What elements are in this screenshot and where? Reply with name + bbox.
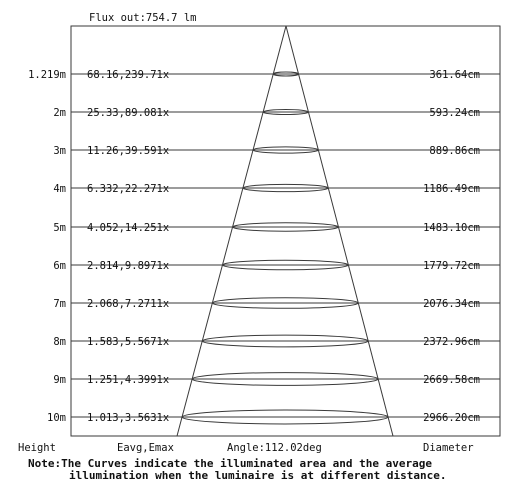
row-diameter-value: 361.64cm xyxy=(429,69,480,81)
row-diameter-value: 889.86cm xyxy=(429,145,480,157)
row-eavg-emax-value: 25.33,89.081x xyxy=(87,107,169,119)
note-line-2: illumination when the luminaire is at di… xyxy=(69,469,447,482)
note-block: Note:The Curves indicate the illuminated… xyxy=(28,458,515,482)
beam-angle-label: Angle:112.02deg xyxy=(227,442,322,454)
illumination-ellipse xyxy=(262,108,309,116)
flux-label: Flux out:754.7 lm xyxy=(89,12,196,24)
illumination-ellipse xyxy=(232,222,339,232)
row-eavg-emax-value: 1.251,4.3991x xyxy=(87,374,169,386)
row-eavg-emax-value: 68.16,239.71x xyxy=(87,69,169,81)
row-diameter-value: 2669.58cm xyxy=(423,374,480,386)
row-height-label: 2m xyxy=(53,107,66,119)
row-height-label: 5m xyxy=(53,222,66,234)
row-diameter-value: 1186.49cm xyxy=(423,183,480,195)
row-height-label: 10m xyxy=(47,412,66,424)
rows-group: 1.219m 68.16,239.71x 361.64cm 2m 25.33,89.08… xyxy=(28,69,500,425)
row-diameter-value: 2966.20cm xyxy=(423,412,480,424)
row-height-label: 6m xyxy=(53,260,66,272)
row-diameter-value: 1483.10cm xyxy=(423,222,480,234)
note-label: Note: xyxy=(28,457,62,470)
illumination-ellipse xyxy=(221,259,349,271)
row-diameter-value: 1779.72cm xyxy=(423,260,480,272)
row-diameter-value: 2076.34cm xyxy=(423,298,480,310)
eavg-emax-column-label: Eavg,Emax xyxy=(117,442,174,454)
diameter-column-label: Diameter xyxy=(423,442,474,454)
note-line-1: The Curves indicate the illuminated area… xyxy=(61,457,432,470)
illumination-ellipse xyxy=(252,146,319,154)
illumination-ellipse xyxy=(201,334,369,348)
row-height-label: 7m xyxy=(53,298,66,310)
height-column-label: Height xyxy=(18,442,56,454)
illumination-ellipse xyxy=(181,409,389,425)
row-eavg-emax-value: 1.583,5.5671x xyxy=(87,336,169,348)
row-height-label: 8m xyxy=(53,336,66,348)
row-eavg-emax-value: 1.013,3.5631x xyxy=(87,412,169,424)
row-eavg-emax-value: 2.068,7.2711x xyxy=(87,298,169,310)
row-height-label: 3m xyxy=(53,145,66,157)
row-height-label: 9m xyxy=(53,374,66,386)
row-height-label: 4m xyxy=(53,183,66,195)
illumination-ellipse xyxy=(211,297,359,309)
illumination-ellipse xyxy=(191,372,379,386)
illumination-ellipse xyxy=(272,71,300,77)
row-height-label: 1.219m xyxy=(28,69,66,81)
row-eavg-emax-value: 11.26,39.591x xyxy=(87,145,169,157)
cone-left-edge xyxy=(176,25,287,437)
row-eavg-emax-value: 2.814,9.8971x xyxy=(87,260,169,272)
row-diameter-value: 2372.96cm xyxy=(423,336,480,348)
cone-right-edge xyxy=(285,25,394,437)
row-eavg-emax-value: 4.052,14.251x xyxy=(87,222,169,234)
row-eavg-emax-value: 6.332,22.271x xyxy=(87,183,169,195)
row-diameter-value: 593.24cm xyxy=(429,107,480,119)
illumination-ellipse xyxy=(242,183,329,193)
